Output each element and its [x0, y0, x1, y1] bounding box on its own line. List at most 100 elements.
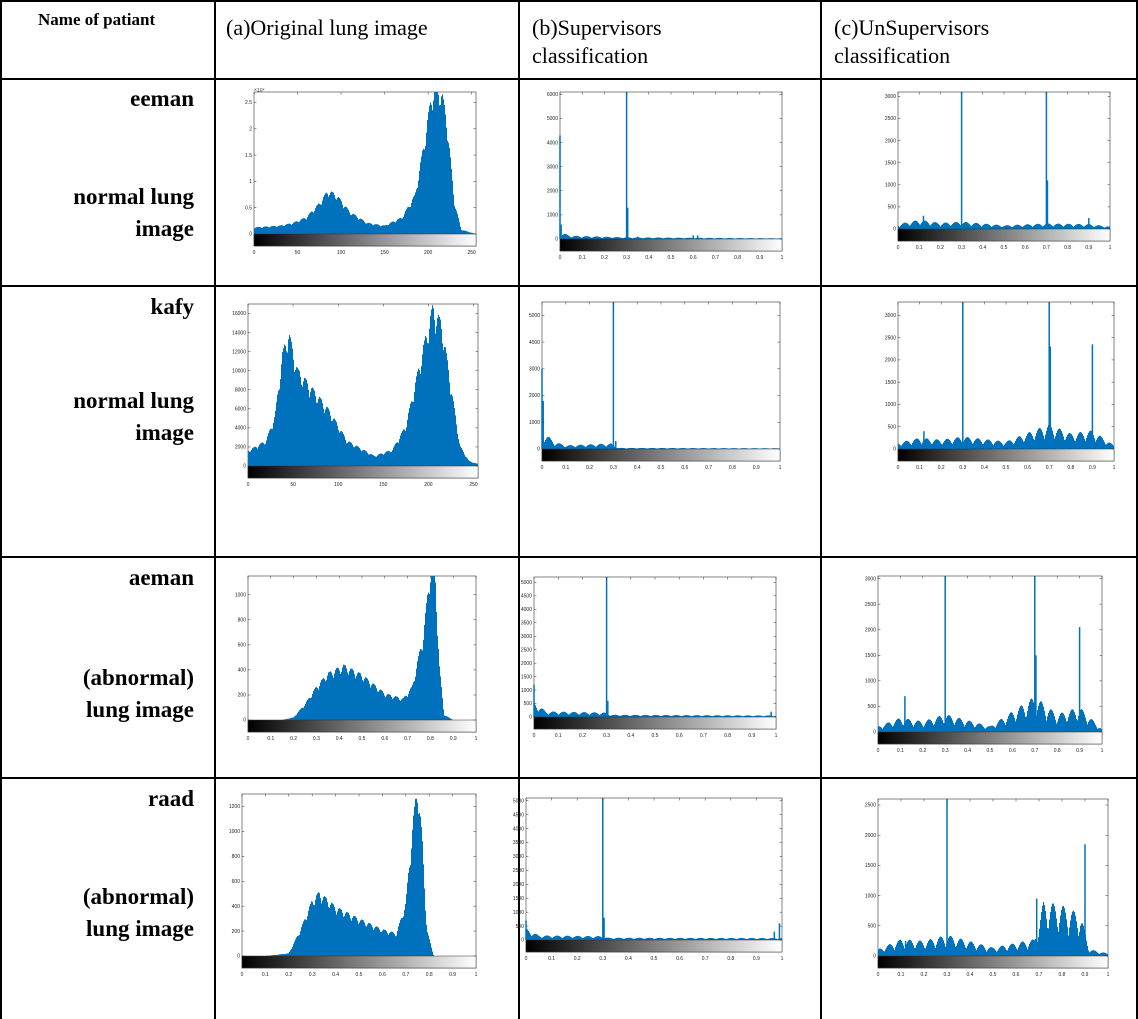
x-tick-label: 0 [253, 250, 256, 256]
histogram-bin [640, 237, 641, 239]
histogram-bin [440, 105, 441, 234]
histogram-bin [432, 305, 433, 466]
x-tick-label: 0.2 [937, 245, 944, 251]
histogram-bin [365, 223, 366, 234]
histogram-bin [647, 937, 648, 940]
histogram-bin [553, 443, 554, 449]
histogram-bin [595, 446, 596, 449]
histogram-bin [1001, 718, 1002, 732]
histogram-bin [681, 237, 682, 239]
histogram-bin [748, 238, 749, 239]
x-tick-label: 0.8 [734, 255, 741, 261]
histogram-bin [316, 895, 317, 956]
histogram-bin [628, 937, 629, 940]
histogram-bin [1005, 948, 1006, 956]
histogram-bin [1063, 226, 1064, 229]
histogram-bin [1083, 226, 1084, 229]
histogram-bin [914, 220, 915, 229]
x-tick-label: 0.3 [942, 748, 949, 754]
histogram-bin [450, 718, 451, 720]
histogram-bin [996, 224, 997, 229]
histogram-bin [585, 236, 586, 239]
histogram-bin [1101, 436, 1102, 449]
histogram-bin [924, 947, 925, 956]
histogram-bin [574, 936, 575, 940]
histogram-bin [1024, 225, 1025, 229]
histogram-bin [430, 102, 431, 234]
histogram-bin [1039, 427, 1040, 449]
histogram-bin [343, 916, 344, 956]
histogram-bin [285, 224, 286, 234]
histogram-bin [601, 443, 602, 449]
histogram-bin [1071, 434, 1072, 449]
histogram-bin [381, 932, 382, 956]
histogram-bin [1087, 945, 1088, 956]
x-tick-label: 0.6 [1022, 245, 1029, 251]
histogram-bin [774, 448, 775, 449]
histogram-bin [359, 672, 360, 720]
histogram-bin [1000, 226, 1001, 229]
histogram-bin [351, 920, 352, 956]
y-tick-label: 5000 [529, 313, 540, 319]
histogram-bin [769, 238, 770, 239]
histogram-bin [462, 449, 463, 466]
histogram-bin [296, 221, 297, 234]
histogram-bin [350, 214, 351, 234]
histogram-bin [1003, 946, 1004, 956]
histogram-bin [897, 718, 898, 732]
histogram-bin [937, 941, 938, 956]
histogram-bin [672, 238, 673, 239]
histogram-bin [674, 715, 675, 717]
histogram-bin [976, 725, 977, 732]
histogram-bin [578, 445, 579, 449]
histogram-bin [358, 219, 359, 234]
y-tick-label: 0 [243, 718, 246, 724]
y-tick-label: 4000 [547, 140, 558, 146]
histogram-bin [762, 238, 763, 239]
histogram-bin [448, 369, 449, 466]
histogram-bin [1022, 439, 1023, 449]
histogram-bin [908, 224, 909, 229]
histogram-bin [981, 944, 982, 956]
histogram-bin [771, 938, 772, 940]
histogram-bin [671, 937, 672, 940]
histogram-bin [257, 226, 258, 234]
histogram-bin [932, 223, 933, 229]
x-tick-label: 0.3 [944, 972, 951, 978]
histogram-bin [449, 147, 450, 234]
histogram-bin [290, 224, 291, 234]
histogram-bin [311, 388, 312, 466]
histogram-bin [698, 938, 699, 940]
histogram-bin [967, 945, 968, 956]
histogram-bin [1107, 954, 1108, 956]
y-tick-label: 4000 [521, 607, 532, 613]
histogram-bin [703, 715, 704, 717]
histogram-bin [1075, 441, 1076, 449]
histogram-bin [986, 223, 987, 229]
histogram-bin [321, 399, 322, 466]
histogram-bin [612, 237, 613, 239]
histogram-bin [1040, 224, 1041, 229]
histogram-bin [991, 442, 992, 449]
histogram-bin [919, 224, 920, 229]
histogram-bin [936, 719, 937, 732]
histogram-bin [929, 440, 930, 449]
x-tick-label: 0.7 [1046, 465, 1053, 471]
histogram-bin [1007, 950, 1008, 956]
histogram-bin [680, 237, 681, 239]
histogram-bin [263, 443, 264, 466]
histogram-bin [564, 936, 565, 940]
histogram-bin [998, 721, 999, 732]
histogram-bin [713, 938, 714, 940]
histogram-bin [1108, 442, 1109, 449]
histogram-bin [698, 715, 699, 717]
histogram-bin [768, 715, 769, 717]
histogram-bin [285, 953, 286, 956]
histogram-bin [956, 221, 957, 229]
histogram-bin [629, 237, 630, 239]
y-tick-label: 0 [237, 954, 240, 960]
histogram-bin [276, 402, 277, 466]
histogram-bin [310, 212, 311, 234]
histogram-bin [311, 211, 312, 234]
histogram-bin [561, 937, 562, 940]
